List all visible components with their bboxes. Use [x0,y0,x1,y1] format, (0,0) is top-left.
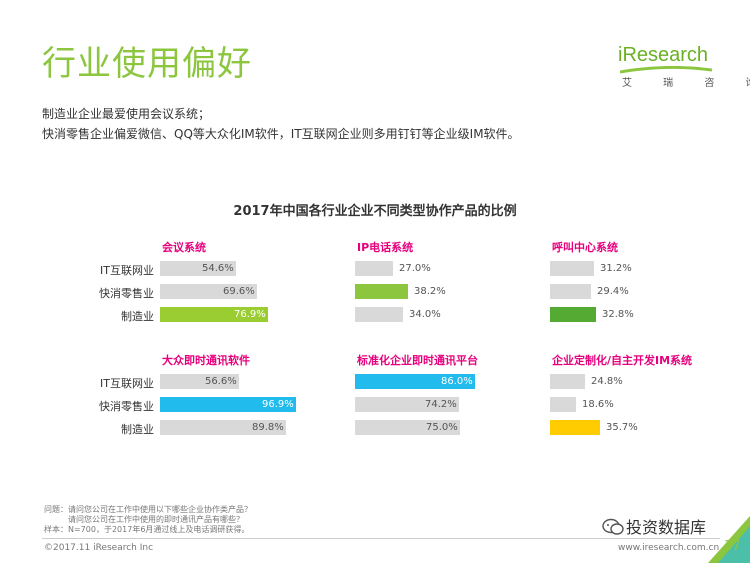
bar-value-label: 35.7% [606,422,638,433]
bar [160,261,236,276]
bar-value-label: 89.8% [252,422,284,433]
bar-value-label: 75.0% [426,422,458,433]
bar-value-label: 74.2% [425,399,457,410]
corner-decoration-icon [708,516,750,563]
logo-swoosh-icon [620,66,712,74]
bar-value-label: 24.8% [591,376,623,387]
bar-value-label: 56.6% [205,376,237,387]
bar [355,307,403,322]
iresearch-logo: iResearch 艾 瑞 咨 询 [618,44,750,89]
website-url: www.iresearch.com.cn [618,543,720,553]
bar [160,397,296,412]
footnote-line: 请问您公司在工作中使用的即时通讯产品有哪些？ [44,515,244,524]
bar [550,420,600,435]
category-label: 制造业 [121,423,154,436]
footnote: 问题：请问您公司在工作中使用以下哪些企业协作类产品？ 请问您公司在工作中使用的即… [44,505,252,535]
panel-title: 企业定制化/自主开发IM系统 [552,354,693,367]
bar-value-label: 96.9% [262,399,294,410]
category-label: 制造业 [121,310,154,323]
bar [355,284,408,299]
bar [355,261,393,276]
bar [550,284,591,299]
bar-value-label: 31.2% [600,263,632,274]
bar-value-label: 76.9% [234,309,266,320]
panel-title: 会议系统 [162,241,206,254]
bar [160,284,257,299]
bar [355,374,475,389]
footer-divider [42,538,720,539]
panel-title: 大众即时通讯软件 [162,354,250,367]
page-number: 37 [724,539,741,554]
copyright: ©2017.11 iResearch Inc [44,543,154,553]
page-title: 行业使用偏好 [42,44,252,84]
bar [550,374,585,389]
bar-value-label: 86.0% [441,376,473,387]
bar-value-label: 34.0% [409,309,441,320]
panel-title: 呼叫中心系统 [552,241,618,254]
chart-title: 2017年中国各行业企业不同类型协作产品的比例 [233,204,517,219]
bar-value-label: 18.6% [582,399,614,410]
footnote-line: 问题：请问您公司在工作中使用以下哪些企业协作类产品？ [44,505,252,514]
intro-line: 快消零售企业偏爱微信、QQ等大众化IM软件，IT互联网企业则多用钉钉等企业级IM… [42,127,520,141]
intro-text: 制造业企业最爱使用会议系统； 快消零售企业偏爱微信、QQ等大众化IM软件，IT互… [42,104,520,144]
watermark: 投资数据库 [596,514,706,538]
panel-title: 标准化企业即时通讯平台 [357,354,478,367]
bar [160,307,268,322]
bar [550,397,576,412]
category-label: IT互联网业 [100,377,154,390]
intro-line: 制造业企业最爱使用会议系统； [42,107,211,121]
panel-title: IP电话系统 [357,241,414,254]
logo-subtitle: 艾 瑞 咨 询 [622,78,750,89]
bar-value-label: 38.2% [414,286,446,297]
wechat-icon [602,518,624,535]
footnote-line: 样本：N=700，于2017年6月通过线上及电话调研获得。 [44,525,250,534]
category-label: 快消零售业 [99,400,154,413]
category-label: IT互联网业 [100,264,154,277]
bar-value-label: 54.6% [202,263,234,274]
bar [355,397,459,412]
bar [160,374,239,389]
bar [550,307,596,322]
bar-value-label: 32.8% [602,309,634,320]
bar [550,261,594,276]
bar-value-label: 29.4% [597,286,629,297]
bar [160,420,286,435]
logo-brand: iResearch [618,44,709,66]
bar-value-label: 69.6% [223,286,255,297]
bar-value-label: 27.0% [399,263,431,274]
bar [355,420,460,435]
watermark-text: 投资数据库 [626,518,707,537]
category-label: 快消零售业 [99,287,154,300]
